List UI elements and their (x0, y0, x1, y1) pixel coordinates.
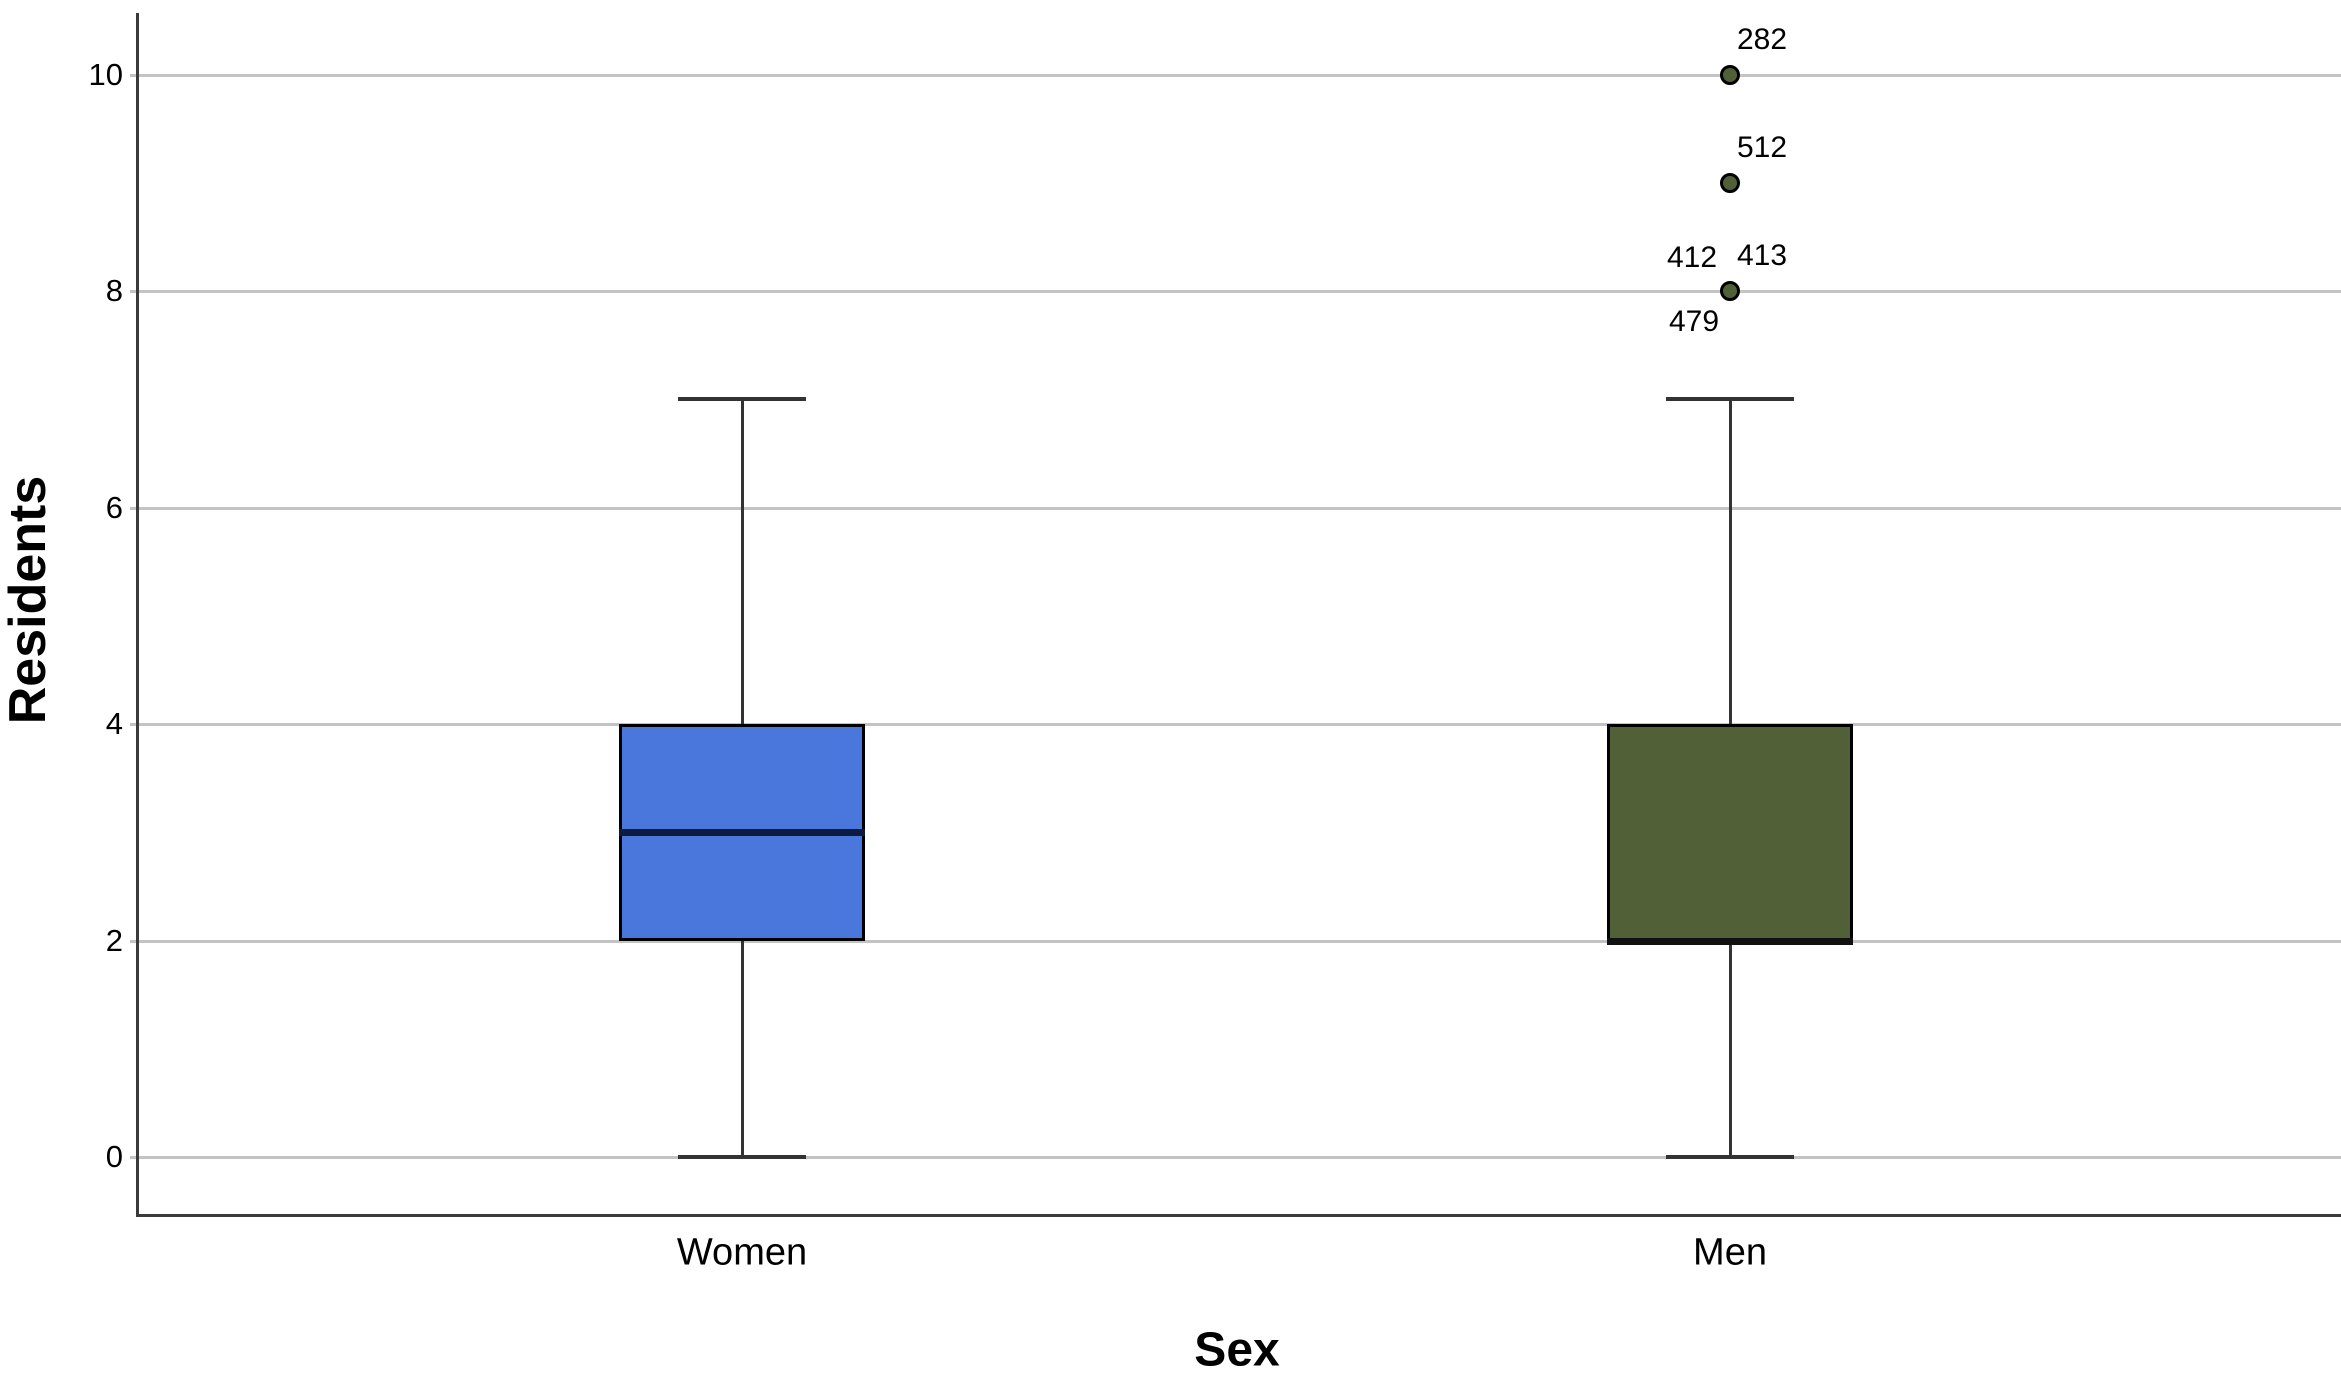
y-tick-label: 2 (105, 923, 123, 958)
outlier-label: 512 (1736, 131, 1788, 164)
gridline (130, 723, 2341, 726)
y-tick-label: 4 (105, 706, 123, 741)
whisker-cap (1666, 397, 1794, 401)
x-axis-title: Sex (1194, 1323, 1280, 1377)
y-tick-label: 10 (88, 57, 123, 92)
outlier-dot (1720, 65, 1740, 85)
outlier-label: 479 (1668, 305, 1720, 338)
gridline (130, 290, 2341, 293)
category-label-men: Men (1693, 1231, 1767, 1274)
x-axis-line (136, 1214, 2341, 1217)
whisker (1729, 399, 1732, 724)
whisker (741, 399, 744, 724)
outlier-label: 413 (1736, 239, 1788, 272)
y-axis-line (136, 13, 139, 1216)
gridline (130, 940, 2341, 943)
whisker-cap (1666, 1155, 1794, 1159)
whisker-cap (678, 1155, 806, 1159)
gridline (130, 74, 2341, 77)
median-line (619, 829, 865, 836)
median-line (1607, 938, 1853, 945)
y-tick-label: 6 (105, 490, 123, 525)
whisker-cap (678, 397, 806, 401)
outlier-dot (1720, 281, 1740, 301)
whisker (741, 941, 744, 1157)
y-tick-label: 0 (105, 1139, 123, 1174)
whisker (1729, 941, 1732, 1157)
outlier-dot (1720, 173, 1740, 193)
y-tick-label: 8 (105, 273, 123, 308)
outlier-label: 412 (1666, 241, 1718, 274)
gridline (130, 507, 2341, 510)
outlier-label: 282 (1736, 23, 1788, 56)
y-axis-title: Residents (0, 475, 57, 725)
gridline (130, 1156, 2341, 1159)
box-men (1607, 724, 1853, 941)
category-label-women: Women (676, 1231, 808, 1274)
